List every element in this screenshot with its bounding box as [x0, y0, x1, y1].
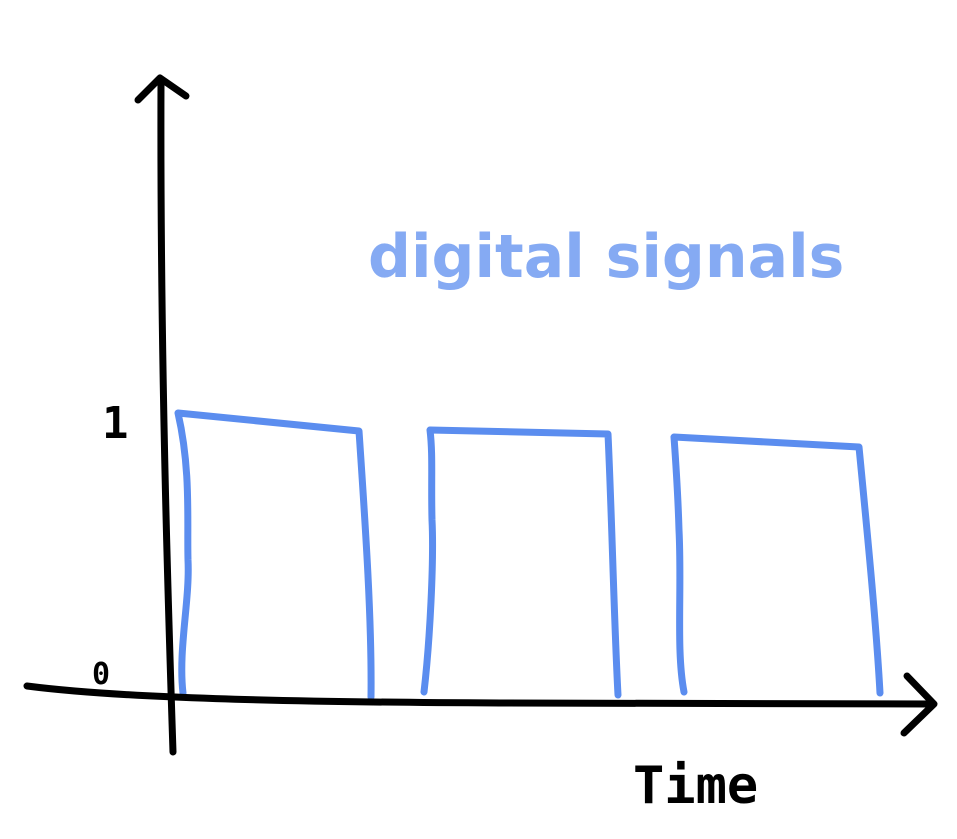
y-tick-zero: 0: [92, 657, 110, 692]
x-axis-label: Time: [633, 756, 758, 816]
signal-pulse-2: [420, 426, 622, 699]
y-axis-arrow-icon: [134, 74, 190, 104]
x-axis-arrow-icon: [900, 672, 938, 737]
diagram-title: digital signals: [368, 222, 844, 292]
signal-pulse-1: [174, 409, 375, 701]
y-tick-one: 1: [102, 398, 129, 449]
x-axis-line: [23, 682, 937, 708]
signal-pulse-3: [670, 433, 884, 697]
signal-waveform: [174, 409, 884, 701]
y-axis-line: [157, 78, 177, 756]
axes: [23, 74, 938, 756]
